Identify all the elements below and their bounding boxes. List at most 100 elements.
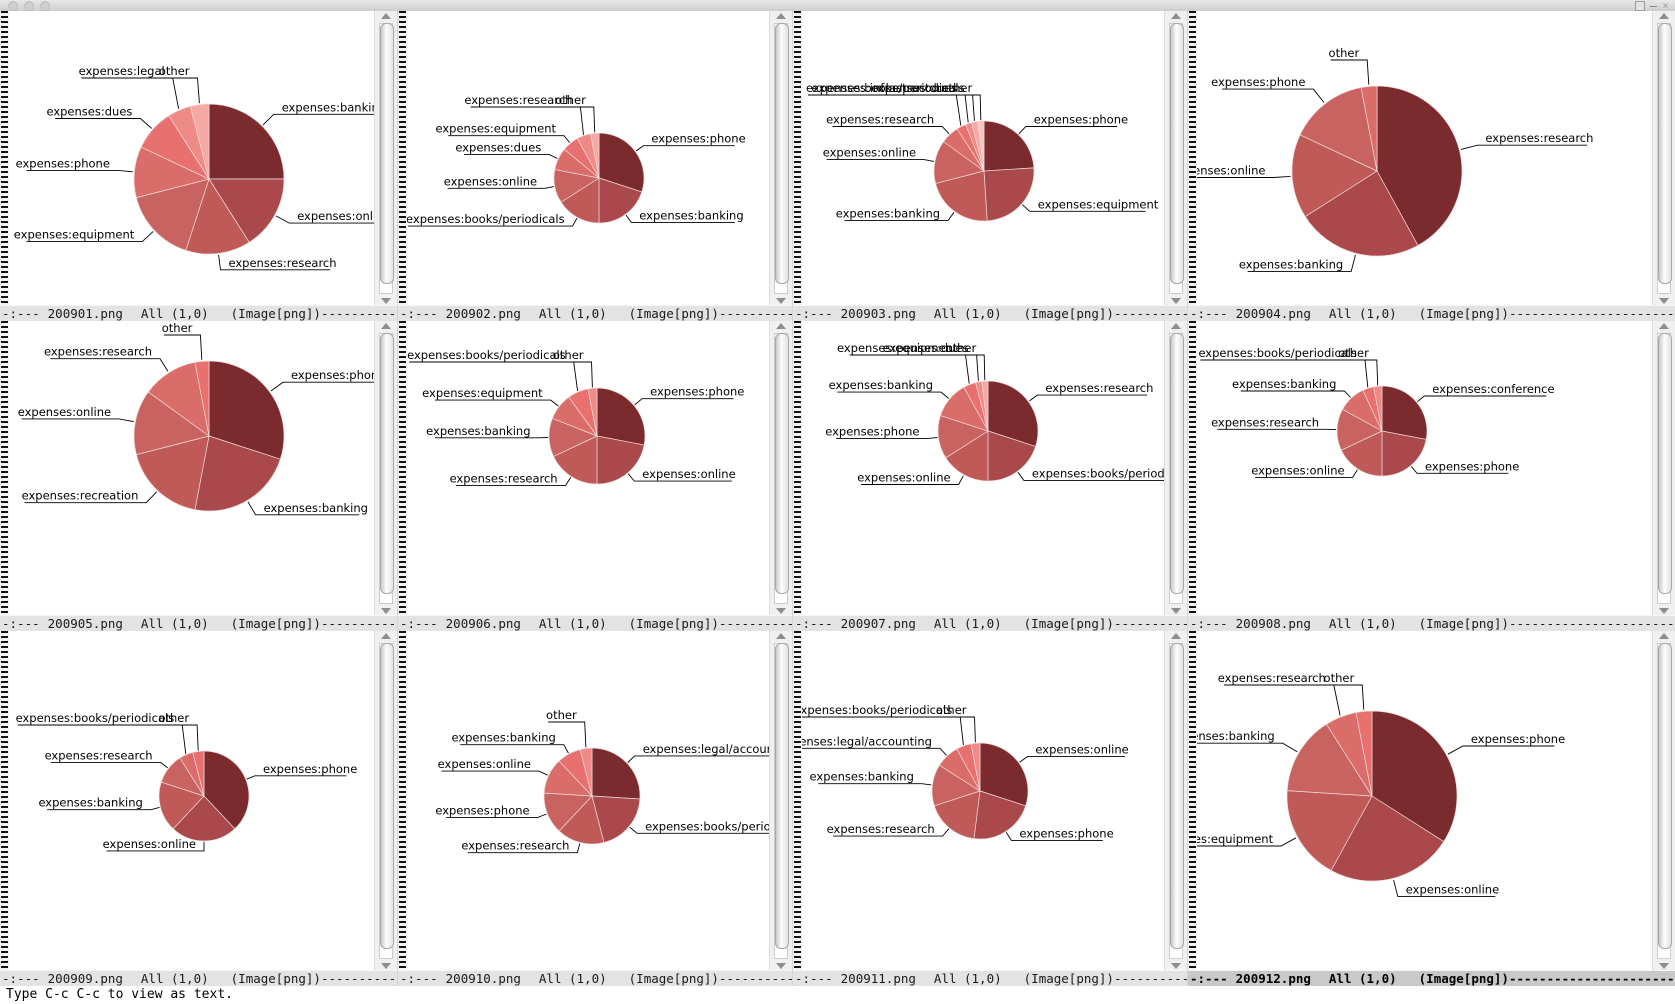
modeline-major-mode[interactable]: (Image[png]) xyxy=(1023,971,1114,986)
vertical-scrollbar[interactable] xyxy=(1652,321,1675,616)
scroll-down-arrow-icon[interactable] xyxy=(381,963,391,969)
scrollbar-thumb[interactable] xyxy=(380,23,394,284)
scroll-up-arrow-icon[interactable] xyxy=(1171,633,1181,639)
scroll-up-arrow-icon[interactable] xyxy=(381,633,391,639)
scroll-down-arrow-icon[interactable] xyxy=(776,608,786,614)
scroll-down-arrow-icon[interactable] xyxy=(1171,298,1181,304)
scroll-down-arrow-icon[interactable] xyxy=(381,298,391,304)
buffer-display-area[interactable]: ⌐expenses:bankingexpenses:onlineexpenses… xyxy=(0,11,397,306)
modeline-major-mode[interactable]: (Image[png]) xyxy=(230,971,321,986)
scroll-up-arrow-icon[interactable] xyxy=(381,13,391,19)
vertical-scrollbar[interactable] xyxy=(374,11,397,306)
scrollbar-thumb[interactable] xyxy=(1658,333,1672,594)
emacs-window[interactable]: ⌐expenses:researchexpenses:books/periodi… xyxy=(793,321,1187,631)
vertical-scrollbar[interactable] xyxy=(769,11,792,306)
buffer-display-area[interactable]: ⌐expenses:phoneexpenses:bankingexpenses:… xyxy=(398,11,792,306)
modeline[interactable]: -:--- 200903.png All (1,0) (Image[png]) ----… xyxy=(793,305,1187,321)
modeline[interactable]: -:--- 200905.png All (1,0) (Image[png]) ----… xyxy=(0,615,397,631)
scrollbar-thumb[interactable] xyxy=(775,643,789,949)
modeline[interactable]: -:--- 200908.png All (1,0) (Image[png]) ----… xyxy=(1188,615,1675,631)
vertical-scrollbar[interactable] xyxy=(374,321,397,616)
scroll-up-arrow-icon[interactable] xyxy=(776,13,786,19)
buffer-display-area[interactable]: ⌐expenses:phoneexpenses:bankingexpenses:… xyxy=(0,321,397,616)
modeline-buffer-name[interactable]: 200908.png xyxy=(1235,616,1311,631)
scroll-down-arrow-icon[interactable] xyxy=(381,608,391,614)
emacs-window[interactable]: ⌐expenses:phoneexpenses:bankingexpenses:… xyxy=(398,11,792,321)
modeline-major-mode[interactable]: (Image[png]) xyxy=(230,306,321,321)
modeline-major-mode[interactable]: (Image[png]) xyxy=(1418,306,1509,321)
modeline-buffer-name[interactable]: 200910.png xyxy=(445,971,521,986)
scrollbar-thumb[interactable] xyxy=(380,333,394,594)
modeline-buffer-name[interactable]: 200911.png xyxy=(840,971,916,986)
scrollbar-thumb[interactable] xyxy=(1658,23,1672,284)
modeline-buffer-name[interactable]: 200901.png xyxy=(47,306,123,321)
scroll-down-arrow-icon[interactable] xyxy=(776,298,786,304)
scrollbar-thumb[interactable] xyxy=(380,643,394,949)
modeline-buffer-name[interactable]: 200909.png xyxy=(47,971,123,986)
modeline-buffer-name[interactable]: 200905.png xyxy=(47,616,123,631)
scroll-up-arrow-icon[interactable] xyxy=(1659,323,1669,329)
buffer-display-area[interactable]: ⌐expenses:researchexpenses:bankingexpens… xyxy=(1188,11,1675,306)
vertical-scrollbar[interactable] xyxy=(374,631,397,971)
modeline-major-mode[interactable]: (Image[png]) xyxy=(628,616,719,631)
modeline-buffer-name[interactable]: 200912.png xyxy=(1235,971,1311,986)
scroll-up-arrow-icon[interactable] xyxy=(1171,323,1181,329)
restore-icon[interactable] xyxy=(1635,1,1646,11)
modeline-buffer-name[interactable]: 200902.png xyxy=(445,306,521,321)
modeline-major-mode[interactable]: (Image[png]) xyxy=(628,971,719,986)
emacs-window[interactable]: ⌐expenses:legal/accountingexpenses:books… xyxy=(398,631,792,986)
vertical-scrollbar[interactable] xyxy=(1164,11,1187,306)
scroll-up-arrow-icon[interactable] xyxy=(381,323,391,329)
scroll-down-arrow-icon[interactable] xyxy=(1171,963,1181,969)
modeline-major-mode[interactable]: (Image[png]) xyxy=(1023,306,1114,321)
scroll-down-arrow-icon[interactable] xyxy=(1171,608,1181,614)
close-button[interactable] xyxy=(8,1,18,11)
modeline-major-mode[interactable]: (Image[png]) xyxy=(1418,971,1509,986)
minimize-icon[interactable] xyxy=(1650,5,1658,7)
scroll-down-arrow-icon[interactable] xyxy=(1659,963,1669,969)
scroll-down-arrow-icon[interactable] xyxy=(776,963,786,969)
buffer-display-area[interactable]: ⌐expenses:phoneexpenses:onlineexpenses:e… xyxy=(1188,631,1675,971)
modeline[interactable]: -:--- 200912.png All (1,0) (Image[png]) ----… xyxy=(1188,970,1675,986)
emacs-window[interactable]: ⌐expenses:phoneexpenses:onlineexpenses:r… xyxy=(398,321,792,631)
scrollbar-thumb[interactable] xyxy=(1170,23,1184,284)
buffer-display-area[interactable]: ⌐expenses:legal/accountingexpenses:books… xyxy=(398,631,792,971)
buffer-display-area[interactable]: ⌐expenses:conferenceexpenses:phoneexpens… xyxy=(1188,321,1675,616)
modeline-major-mode[interactable]: (Image[png]) xyxy=(1418,616,1509,631)
modeline-buffer-name[interactable]: 200903.png xyxy=(840,306,916,321)
emacs-window[interactable]: ⌐expenses:bankingexpenses:onlineexpenses… xyxy=(0,11,397,321)
scroll-up-arrow-icon[interactable] xyxy=(1171,13,1181,19)
vertical-scrollbar[interactable] xyxy=(769,631,792,971)
close-icon[interactable]: × xyxy=(1662,1,1669,10)
maximize-button[interactable] xyxy=(40,1,50,11)
scroll-up-arrow-icon[interactable] xyxy=(1659,13,1669,19)
scroll-up-arrow-icon[interactable] xyxy=(776,323,786,329)
scrollbar-thumb[interactable] xyxy=(1170,643,1184,949)
modeline[interactable]: -:--- 200910.png All (1,0) (Image[png]) ----… xyxy=(398,970,792,986)
vertical-scrollbar[interactable] xyxy=(1652,631,1675,971)
scrollbar-thumb[interactable] xyxy=(775,333,789,594)
scroll-up-arrow-icon[interactable] xyxy=(1659,633,1669,639)
buffer-display-area[interactable]: ⌐expenses:phoneexpenses:equipmentexpense… xyxy=(793,11,1187,306)
modeline[interactable]: -:--- 200901.png All (1,0) (Image[png]) ----… xyxy=(0,305,397,321)
scroll-up-arrow-icon[interactable] xyxy=(776,633,786,639)
emacs-window[interactable]: ⌐expenses:phoneexpenses:bankingexpenses:… xyxy=(0,321,397,631)
modeline[interactable]: -:--- 200909.png All (1,0) (Image[png]) ----… xyxy=(0,970,397,986)
scroll-down-arrow-icon[interactable] xyxy=(1659,608,1669,614)
emacs-window[interactable]: ⌐expenses:phoneexpenses:onlineexpenses:b… xyxy=(0,631,397,986)
buffer-display-area[interactable]: ⌐expenses:phoneexpenses:onlineexpenses:r… xyxy=(398,321,792,616)
scrollbar-thumb[interactable] xyxy=(775,23,789,284)
minibuffer[interactable]: Type C-c C-c to view as text. xyxy=(0,986,1675,1004)
modeline-buffer-name[interactable]: 200907.png xyxy=(840,616,916,631)
modeline-major-mode[interactable]: (Image[png]) xyxy=(1023,616,1114,631)
modeline[interactable]: -:--- 200904.png All (1,0) (Image[png]) ----… xyxy=(1188,305,1675,321)
modeline[interactable]: -:--- 200902.png All (1,0) (Image[png]) ----… xyxy=(398,305,792,321)
modeline-buffer-name[interactable]: 200906.png xyxy=(445,616,521,631)
modeline-major-mode[interactable]: (Image[png]) xyxy=(230,616,321,631)
vertical-scrollbar[interactable] xyxy=(1164,631,1187,971)
vertical-scrollbar[interactable] xyxy=(1164,321,1187,616)
vertical-scrollbar[interactable] xyxy=(769,321,792,616)
scrollbar-thumb[interactable] xyxy=(1658,643,1672,949)
emacs-window[interactable]: ⌐expenses:phoneexpenses:equipmentexpense… xyxy=(793,11,1187,321)
minimize-button[interactable] xyxy=(24,1,34,11)
